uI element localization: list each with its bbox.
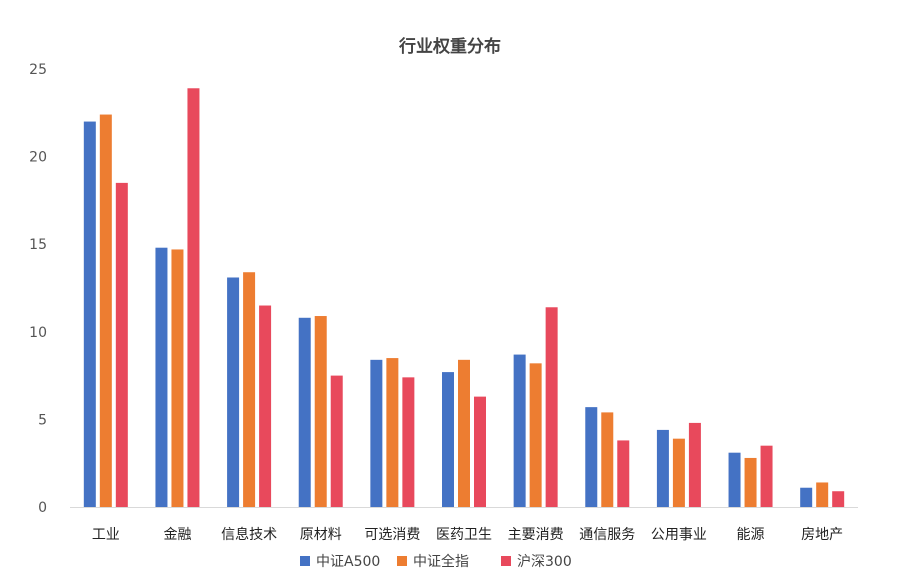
bar-3-9 xyxy=(688,422,701,507)
y-tick-label: 0 xyxy=(38,500,47,516)
x-category-label: 公用事业 xyxy=(651,527,707,543)
bar-3-3 xyxy=(259,305,272,507)
bar-2-2 xyxy=(171,249,184,507)
bar-2-1 xyxy=(99,114,112,507)
bar-3-1 xyxy=(115,182,128,507)
legend-swatch xyxy=(397,556,407,566)
legend-swatch xyxy=(501,556,511,566)
bar-1-10 xyxy=(728,452,741,507)
bar-1-4 xyxy=(298,317,311,507)
legend-label: 中证A500 xyxy=(316,554,380,570)
bar-1-9 xyxy=(656,429,669,507)
y-tick-label: 5 xyxy=(38,412,47,428)
y-axis: 0 5 10 15 20 25 xyxy=(29,62,47,516)
bar-2-3 xyxy=(243,272,256,507)
bar-2-8 xyxy=(601,412,614,507)
x-category-label: 原材料 xyxy=(300,527,342,543)
y-tick-label: 25 xyxy=(29,62,47,78)
bar-1-11 xyxy=(800,487,813,507)
x-category-label: 主要消费 xyxy=(508,527,564,543)
bar-3-11 xyxy=(832,491,845,507)
bar-3-10 xyxy=(760,445,773,507)
bar-3-8 xyxy=(617,440,630,507)
bar-1-6 xyxy=(442,372,454,507)
bar-2-7 xyxy=(529,363,542,507)
x-category-label: 工业 xyxy=(92,527,120,543)
bar-3-4 xyxy=(330,375,343,507)
legend-label: 中证全指 xyxy=(413,553,469,570)
bar-1-2 xyxy=(155,247,168,508)
x-category-label: 能源 xyxy=(737,527,765,543)
bar-1-1 xyxy=(83,121,96,507)
y-tick-label: 20 xyxy=(29,150,47,166)
x-category-label: 金融 xyxy=(163,527,191,543)
bar-1-8 xyxy=(585,407,598,507)
bar-2-4 xyxy=(314,316,327,507)
bar-1-7 xyxy=(513,354,526,507)
bar-3-6 xyxy=(474,396,486,507)
bar-2-6 xyxy=(458,359,470,507)
bar-1-5 xyxy=(370,359,383,507)
bar-3-2 xyxy=(187,88,200,507)
x-category-label: 房地产 xyxy=(801,527,843,543)
bar-2-5 xyxy=(386,358,399,507)
legend-label: 沪深300 xyxy=(517,554,572,570)
x-category-label: 医药卫生 xyxy=(436,527,492,543)
legend-swatch xyxy=(300,556,310,566)
bar-1-3 xyxy=(227,277,240,507)
chart-title: 行业权重分布 xyxy=(398,36,501,57)
x-category-label: 可选消费 xyxy=(364,527,420,543)
bar-2-11 xyxy=(816,482,829,507)
y-tick-label: 15 xyxy=(29,237,47,253)
bars-group xyxy=(70,88,858,508)
bar-3-7 xyxy=(545,307,558,507)
bar-3-5 xyxy=(402,377,415,507)
x-axis: 工业 金融 信息技术 原材料 可选消费 医药卫生 主要消费 通信服务 公用事业 能源 房地产 xyxy=(92,526,843,543)
x-category-label: 信息技术 xyxy=(221,526,277,543)
y-tick-label: 10 xyxy=(29,325,47,341)
bar-2-10 xyxy=(744,457,757,507)
legend: 中证A500 中证全指 沪深300 xyxy=(300,553,572,570)
x-category-label: 通信服务 xyxy=(579,527,635,543)
bar-2-9 xyxy=(672,438,685,507)
